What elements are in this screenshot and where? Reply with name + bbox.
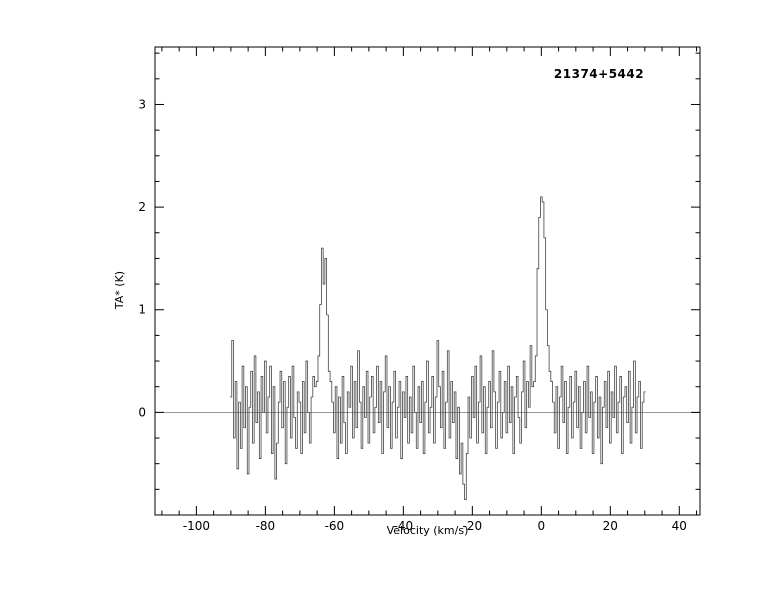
x-tick-label: 0 — [538, 519, 546, 533]
source-title: 21374+5442 — [553, 67, 645, 81]
y-tick-label: 3 — [138, 97, 146, 111]
y-axis-label: TA* (K) — [113, 270, 126, 310]
x-tick-label: -60 — [325, 519, 345, 533]
x-tick-label: 20 — [603, 519, 618, 533]
spectrum-trace — [230, 196, 646, 501]
y-tick-label: 1 — [138, 303, 146, 317]
x-tick-label: 40 — [672, 519, 687, 533]
x-tick-label: -100 — [183, 519, 210, 533]
plot-frame — [154, 46, 701, 516]
x-axis-label: Velocity (km/s) — [386, 524, 469, 537]
y-tick-label: 0 — [138, 405, 146, 419]
x-tick-label: -20 — [463, 519, 483, 533]
x-tick-label: -40 — [394, 519, 414, 533]
y-tick-label: 2 — [138, 200, 146, 214]
x-tick-label: -80 — [256, 519, 276, 533]
